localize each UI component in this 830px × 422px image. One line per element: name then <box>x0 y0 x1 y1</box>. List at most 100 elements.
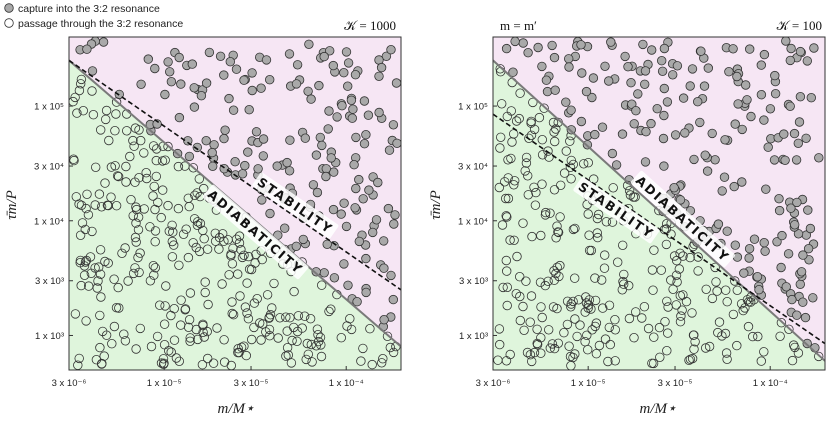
passage-point <box>166 347 176 357</box>
capture-point <box>224 93 234 104</box>
capture-point <box>588 73 599 83</box>
passage-point <box>503 193 514 204</box>
capture-point <box>322 239 332 250</box>
capture-point <box>317 140 327 151</box>
capture-point <box>518 38 528 48</box>
passage-point <box>158 354 169 364</box>
capture-point <box>389 219 399 229</box>
passage-point <box>548 117 559 128</box>
passage-point <box>114 303 124 313</box>
passage-point <box>95 245 106 255</box>
panel-right-title-left: m = m′ <box>500 18 537 33</box>
passage-point <box>669 251 680 261</box>
passage-point <box>131 237 141 247</box>
passage-point <box>524 133 534 144</box>
passage-point <box>316 340 326 350</box>
capture-point <box>702 166 713 176</box>
passage-point <box>655 352 665 363</box>
capture-point <box>790 220 800 230</box>
passage-point <box>494 324 505 334</box>
capture-point <box>371 215 382 225</box>
passage-point <box>502 300 512 311</box>
passage-point <box>559 168 570 178</box>
capture-point <box>87 66 98 76</box>
capture-point <box>659 161 669 171</box>
capture-point <box>285 135 295 145</box>
adiabaticity-label-background <box>630 170 735 268</box>
capture-point <box>713 219 724 229</box>
capture-point <box>361 287 371 298</box>
passage-point <box>141 167 151 178</box>
capture-point <box>804 255 814 265</box>
passage-point <box>742 295 753 305</box>
passage-point <box>300 311 310 321</box>
capture-point <box>326 153 336 163</box>
capture-point <box>306 94 316 104</box>
passage-point <box>521 276 531 286</box>
capture-point <box>717 186 727 196</box>
passage-point <box>133 252 143 263</box>
capture-point <box>728 44 738 54</box>
passage-point <box>313 330 323 340</box>
passage-point <box>732 340 742 351</box>
passage-point <box>243 251 254 262</box>
capture-point <box>710 155 720 165</box>
capture-point <box>311 150 322 160</box>
passage-point <box>532 324 542 335</box>
capture-point <box>770 88 781 99</box>
passage-point <box>502 282 513 293</box>
passage-point <box>365 324 375 334</box>
passage-point <box>639 302 650 312</box>
capture-point <box>215 51 226 62</box>
capture-point <box>791 155 802 165</box>
passage-point <box>618 240 628 251</box>
capture-point <box>303 86 313 97</box>
capture-point <box>672 61 683 71</box>
passage-point <box>515 88 525 98</box>
passage-point <box>264 313 274 323</box>
capture-point <box>237 169 248 179</box>
capture-point <box>304 39 314 50</box>
passage-point <box>183 193 194 204</box>
capture-point <box>339 67 349 78</box>
capture-point <box>258 151 269 161</box>
passage-point <box>133 212 144 222</box>
passage-point <box>521 152 532 163</box>
passage-point <box>96 202 107 212</box>
stability-line <box>493 113 825 345</box>
capture-point <box>243 147 253 157</box>
capture-point <box>785 101 795 112</box>
capture-point <box>341 221 352 232</box>
passage-point <box>388 347 399 358</box>
passage-point <box>167 252 178 262</box>
passage-point <box>570 314 580 324</box>
passage-point <box>505 349 515 360</box>
capture-point <box>670 130 681 140</box>
capture-point <box>343 280 353 291</box>
passage-point <box>509 180 519 190</box>
passage-point <box>185 288 196 298</box>
passage-point <box>233 347 243 358</box>
passage-point <box>257 254 267 265</box>
capture-point <box>783 249 794 259</box>
passage-point <box>536 302 546 312</box>
x-tick-label: 1 x 10⁻⁵ <box>571 378 606 389</box>
capture-point <box>312 187 323 198</box>
passage-point <box>82 189 92 200</box>
passage-point <box>244 264 255 274</box>
capture-point <box>792 310 802 320</box>
passage-point <box>151 171 162 182</box>
capture-point <box>253 164 263 174</box>
passage-point <box>556 180 566 191</box>
capture-point <box>739 268 749 278</box>
passage-point <box>599 263 610 273</box>
passage-point <box>185 333 195 343</box>
passage-point <box>130 123 141 133</box>
passage-point <box>90 263 100 273</box>
panel-left-y-axis-label: τ̄m/P <box>4 190 20 220</box>
passage-point <box>135 135 146 146</box>
passage-point <box>722 354 732 365</box>
capture-point <box>803 243 814 254</box>
passage-point <box>256 335 266 345</box>
capture-point <box>638 39 648 50</box>
